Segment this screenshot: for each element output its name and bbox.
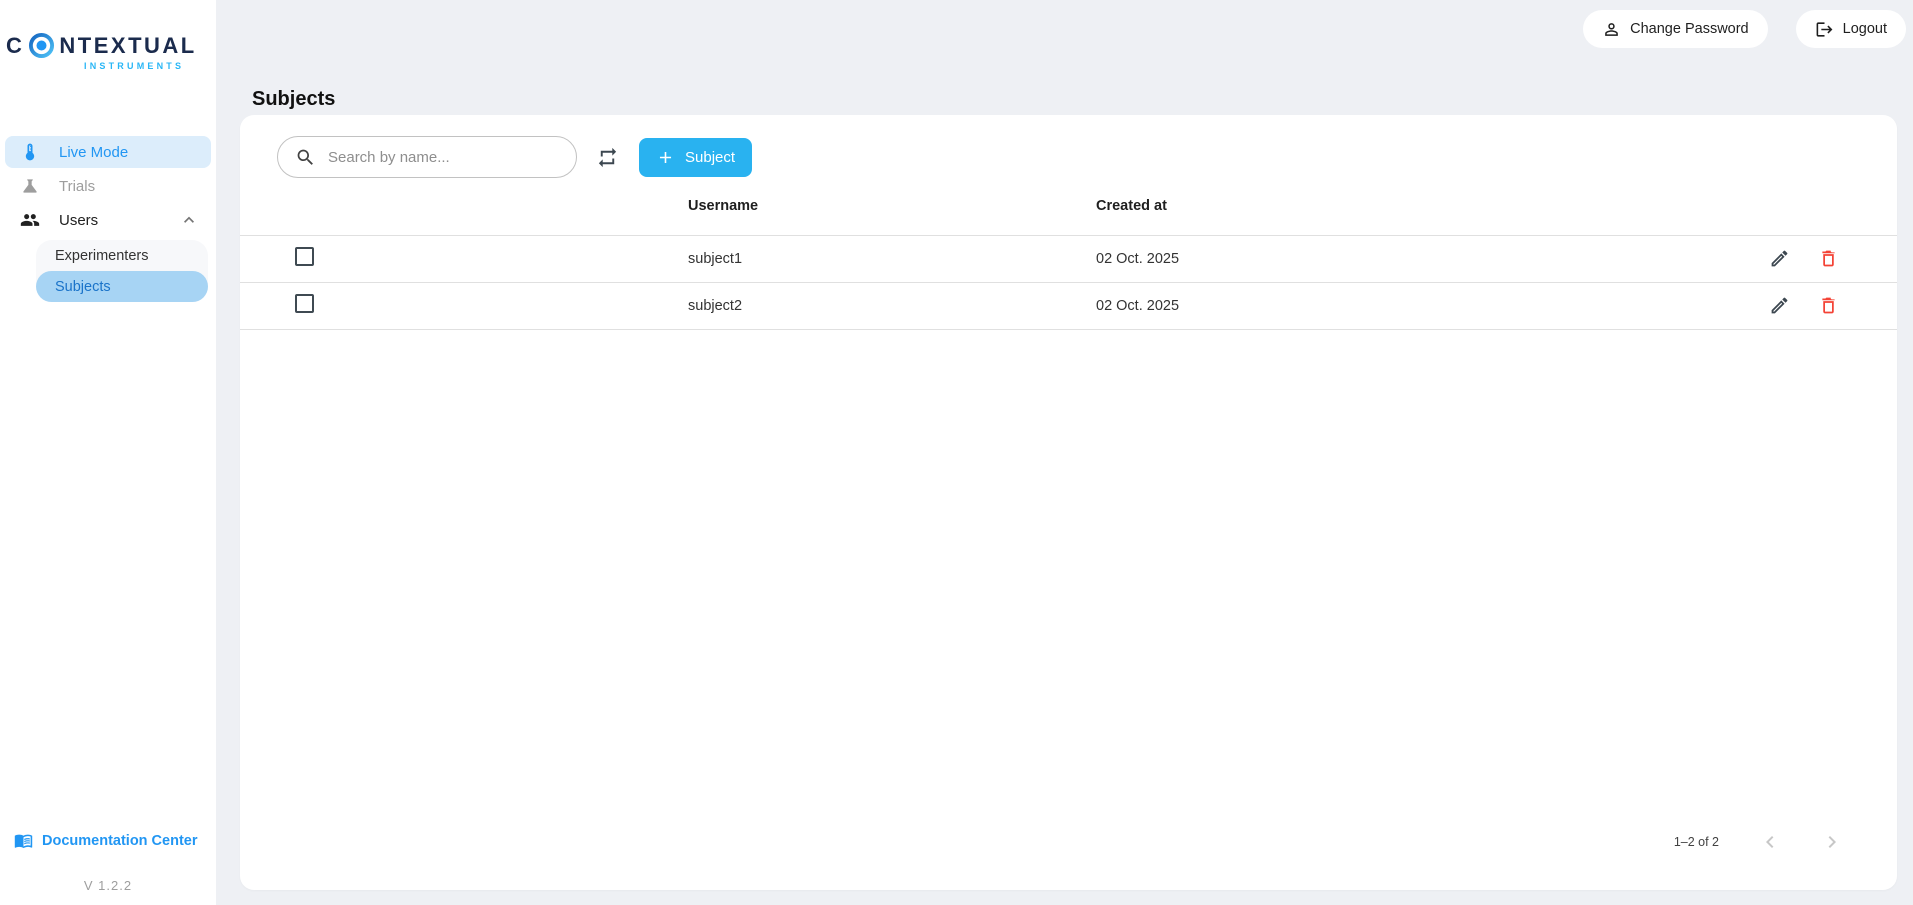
logo-o-icon bbox=[29, 32, 55, 59]
logo-wordmark: C NTEXTUAL bbox=[6, 32, 216, 59]
app-version: V 1.2.2 bbox=[83, 878, 133, 893]
page-title: Subjects bbox=[252, 88, 336, 110]
sidebar-item-live-mode[interactable]: Live Mode bbox=[5, 136, 211, 168]
logo-letters-rest: NTEXTUAL bbox=[59, 32, 197, 58]
edit-subject-button[interactable] bbox=[1768, 294, 1792, 318]
created-at-cell: 02 Oct. 2025 bbox=[1096, 235, 1716, 283]
chevron-right-icon bbox=[1828, 836, 1836, 848]
username-cell: subject1 bbox=[688, 235, 1096, 283]
pencil-icon bbox=[1772, 297, 1788, 314]
delete-subject-button[interactable] bbox=[1816, 294, 1840, 318]
subjects-table: Username Created at subject1 02 Oct. 202… bbox=[240, 178, 1897, 330]
topbar: Change Password Logout bbox=[1583, 10, 1906, 48]
sidebar: C NTEXTUAL INSTRUMENTS Live Mode Trials bbox=[0, 0, 216, 905]
username-cell: subject2 bbox=[688, 282, 1096, 330]
table-header-row: Username Created at bbox=[240, 178, 1897, 236]
sidebar-item-users[interactable]: Users bbox=[5, 204, 211, 236]
previous-page-button[interactable] bbox=[1755, 827, 1785, 857]
row-checkbox[interactable] bbox=[295, 294, 314, 313]
change-password-button[interactable]: Change Password bbox=[1583, 10, 1768, 48]
card-toolbar: Subject bbox=[240, 115, 1897, 178]
sidebar-item-label: Live Mode bbox=[59, 143, 129, 161]
search-input[interactable] bbox=[328, 148, 564, 166]
sidebar-nav: Live Mode Trials Users Experimenters Sub… bbox=[0, 134, 216, 302]
delete-subject-button[interactable] bbox=[1816, 247, 1840, 271]
thermometer-icon bbox=[25, 143, 35, 161]
column-header-created-at: Created at bbox=[1096, 178, 1716, 236]
documentation-center-label: Documentation Center bbox=[42, 832, 198, 849]
sidebar-item-trials[interactable]: Trials bbox=[5, 170, 211, 202]
plus-icon bbox=[659, 151, 672, 163]
sidebar-item-label: Trials bbox=[59, 177, 96, 195]
sidebar-item-subjects[interactable]: Subjects bbox=[36, 271, 208, 302]
chevron-up-icon bbox=[184, 216, 194, 223]
sidebar-item-label: Users bbox=[59, 211, 99, 229]
logout-button[interactable]: Logout bbox=[1795, 10, 1906, 48]
pagination-range-label: 1–2 of 2 bbox=[1673, 835, 1719, 849]
search-icon bbox=[297, 149, 313, 165]
subjects-card: Subject Username Created at subject1 02 … bbox=[240, 115, 1897, 890]
sidebar-item-label: Subjects bbox=[55, 278, 111, 295]
main-area: Change Password Logout Subjects Subject bbox=[216, 0, 1913, 905]
sidebar-footer: Documentation Center V 1.2.2 bbox=[0, 831, 216, 905]
logo-letter-c: C bbox=[6, 32, 25, 58]
app-logo: C NTEXTUAL INSTRUMENTS bbox=[0, 0, 216, 72]
add-subject-button[interactable]: Subject bbox=[639, 137, 753, 177]
refresh-list-button[interactable] bbox=[594, 144, 620, 170]
add-subject-label: Subject bbox=[685, 148, 736, 166]
logo-subtitle: INSTRUMENTS bbox=[84, 61, 185, 71]
flask-icon bbox=[23, 179, 37, 193]
column-header-username: Username bbox=[688, 178, 1096, 236]
trash-icon bbox=[1821, 250, 1835, 267]
table-row: subject2 02 Oct. 2025 bbox=[240, 282, 1897, 330]
row-checkbox[interactable] bbox=[295, 247, 314, 266]
book-icon bbox=[14, 834, 33, 849]
chevron-left-icon bbox=[1766, 836, 1774, 848]
search-field bbox=[277, 136, 577, 178]
sidebar-item-experimenters[interactable]: Experimenters bbox=[36, 240, 208, 271]
sidebar-item-label: Experimenters bbox=[55, 247, 149, 264]
logout-label: Logout bbox=[1842, 21, 1887, 37]
trash-icon bbox=[1821, 297, 1835, 314]
logout-icon bbox=[1816, 21, 1833, 37]
person-icon bbox=[1605, 22, 1618, 36]
users-submenu: Experimenters Subjects bbox=[36, 240, 208, 302]
next-page-button[interactable] bbox=[1817, 827, 1847, 857]
change-password-label: Change Password bbox=[1630, 21, 1749, 37]
pagination: 1–2 of 2 bbox=[240, 814, 1897, 870]
created-at-cell: 02 Oct. 2025 bbox=[1096, 282, 1716, 330]
card-empty-space bbox=[240, 330, 1897, 815]
column-header-actions bbox=[1716, 178, 1897, 236]
table-row: subject1 02 Oct. 2025 bbox=[240, 235, 1897, 283]
repeat-icon bbox=[598, 147, 616, 167]
documentation-center-link[interactable]: Documentation Center bbox=[14, 831, 216, 850]
pencil-icon bbox=[1772, 250, 1788, 267]
column-header-select bbox=[240, 178, 688, 236]
people-icon bbox=[20, 214, 40, 226]
edit-subject-button[interactable] bbox=[1768, 247, 1792, 271]
